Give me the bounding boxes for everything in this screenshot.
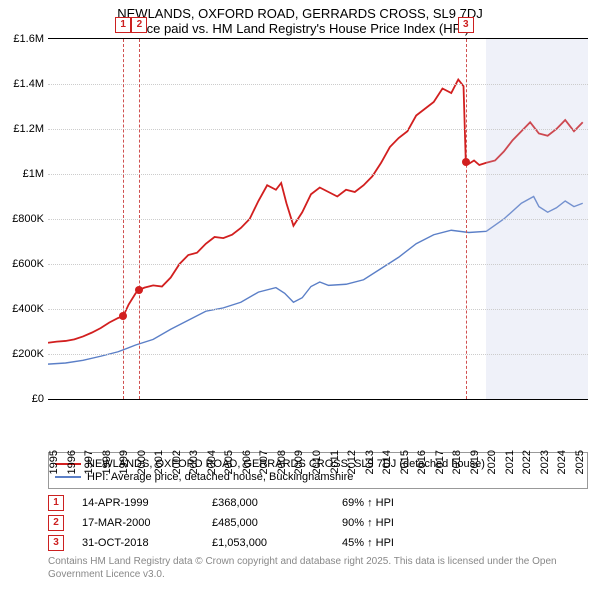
x-tick-label: 1995 [48, 450, 60, 474]
x-tick-label: 2025 [574, 450, 586, 474]
gridline [48, 264, 588, 265]
chart-container: NEWLANDS, OXFORD ROAD, GERRARDS CROSS, S… [0, 0, 600, 581]
event-marker-box: 1 [115, 17, 131, 33]
y-tick-label: £600K [2, 258, 44, 270]
x-tick-label: 2002 [171, 450, 183, 474]
x-tick-label: 2003 [188, 450, 200, 474]
event-price: £368,000 [212, 497, 342, 509]
series-marker [462, 158, 470, 166]
events-table: 1 14-APR-1999£368,00069% ↑ HPI 2 17-MAR-200… [48, 495, 588, 551]
x-tick-label: 2000 [136, 450, 148, 474]
x-tick-label: 2008 [276, 450, 288, 474]
chart-title-line1: NEWLANDS, OXFORD ROAD, GERRARDS CROSS, S… [10, 6, 590, 21]
y-tick-label: £200K [2, 348, 44, 360]
event-line [123, 39, 124, 399]
x-tick-label: 2020 [486, 450, 498, 474]
event-index-box: 1 [48, 495, 64, 511]
plot-area: £0£200K£400K£600K£800K£1M£1.2M£1.4M£1.6M… [48, 38, 588, 400]
footnote: Contains HM Land Registry data © Crown c… [48, 555, 588, 581]
chart-title-line2: Price paid vs. HM Land Registry's House … [10, 21, 590, 36]
gridline [48, 309, 588, 310]
x-tick-label: 2006 [241, 450, 253, 474]
gridline [48, 219, 588, 220]
event-price: £1,053,000 [212, 537, 342, 549]
x-tick-label: 2011 [329, 450, 341, 474]
event-date: 14-APR-1999 [82, 497, 212, 509]
series-marker [135, 286, 143, 294]
x-tick-label: 1999 [118, 450, 130, 474]
x-tick-label: 2001 [153, 450, 165, 474]
event-marker-box: 3 [458, 17, 474, 33]
x-tick-label: 2018 [451, 450, 463, 474]
event-delta: 45% ↑ HPI [342, 537, 394, 549]
event-marker-box: 2 [131, 17, 147, 33]
event-index-box: 3 [48, 535, 64, 551]
gridline [48, 84, 588, 85]
x-tick-label: 2007 [258, 450, 270, 474]
y-tick-label: £1.4M [2, 78, 44, 90]
x-tick-label: 2010 [311, 450, 323, 474]
x-tick-label: 2004 [206, 450, 218, 474]
event-index-box: 2 [48, 515, 64, 531]
x-tick-label: 2015 [399, 450, 411, 474]
x-tick-label: 2012 [346, 450, 358, 474]
event-row: 1 14-APR-1999£368,00069% ↑ HPI [48, 495, 588, 511]
x-axis: 1995199619971998199920002001200220032004… [48, 400, 588, 446]
chart-title-block: NEWLANDS, OXFORD ROAD, GERRARDS CROSS, S… [0, 0, 600, 38]
event-line [139, 39, 140, 399]
x-tick-label: 2023 [539, 450, 551, 474]
event-date: 31-OCT-2018 [82, 537, 212, 549]
x-tick-label: 2009 [293, 450, 305, 474]
x-tick-label: 1996 [66, 450, 78, 474]
y-tick-label: £1.6M [2, 33, 44, 45]
x-tick-label: 2014 [381, 450, 393, 474]
gridline [48, 129, 588, 130]
x-tick-label: 2022 [521, 450, 533, 474]
x-tick-label: 2021 [504, 450, 516, 474]
series-marker [119, 312, 127, 320]
x-tick-label: 2016 [416, 450, 428, 474]
event-row: 2 17-MAR-2000£485,00090% ↑ HPI [48, 515, 588, 531]
x-tick-label: 2005 [223, 450, 235, 474]
y-tick-label: £1M [2, 168, 44, 180]
event-date: 17-MAR-2000 [82, 517, 212, 529]
y-tick-label: £400K [2, 303, 44, 315]
y-tick-label: £800K [2, 213, 44, 225]
legend-swatch [55, 476, 81, 478]
gridline [48, 174, 588, 175]
event-line [466, 39, 467, 399]
x-tick-label: 2024 [556, 450, 568, 474]
event-delta: 90% ↑ HPI [342, 517, 394, 529]
y-tick-label: £0 [2, 393, 44, 405]
x-tick-label: 1997 [83, 450, 95, 474]
event-price: £485,000 [212, 517, 342, 529]
x-tick-label: 2019 [469, 450, 481, 474]
event-row: 3 31-OCT-2018£1,053,00045% ↑ HPI [48, 535, 588, 551]
y-tick-label: £1.2M [2, 123, 44, 135]
event-delta: 69% ↑ HPI [342, 497, 394, 509]
x-tick-label: 1998 [101, 450, 113, 474]
x-tick-label: 2013 [364, 450, 376, 474]
gridline [48, 354, 588, 355]
x-tick-label: 2017 [434, 450, 446, 474]
